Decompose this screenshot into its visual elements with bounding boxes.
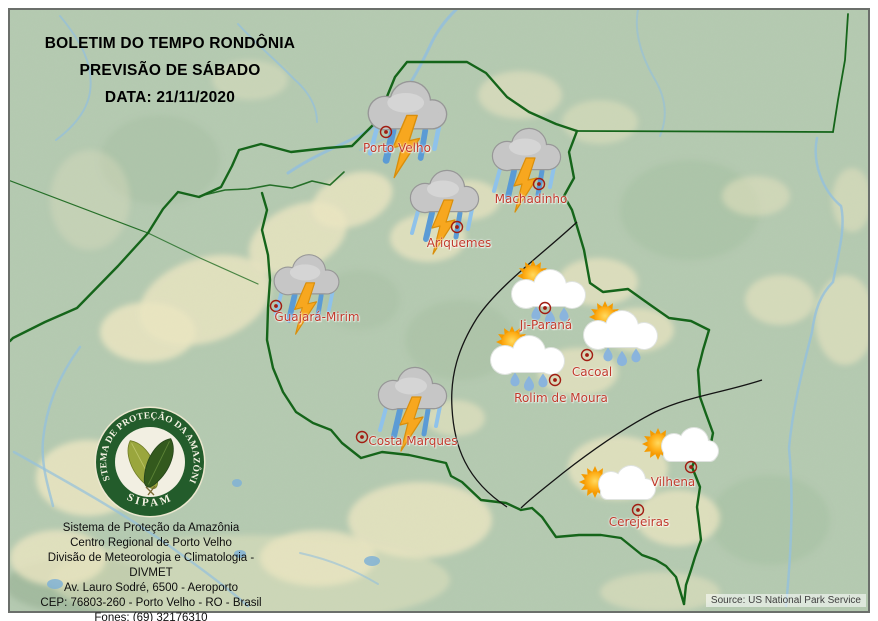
city-marker-ariquemes (450, 220, 464, 234)
bulletin-title-line3: DATA: 21/11/2020 (104, 89, 236, 106)
city-label-ji-parana: Ji-Paraná (519, 318, 573, 332)
city-marker-porto-velho (379, 125, 393, 139)
svg-text:SIPAM: SIPAM (125, 491, 175, 509)
city-label-guajara-mirim: Guajará-Mirim (274, 310, 360, 324)
zone-divider-southeast (520, 379, 763, 509)
city-label-rolim-de-moura: Rolim de Moura (514, 391, 608, 405)
basemap-attribution: Source: US National Park Service (705, 594, 866, 607)
org-info-line: Av. Lauro Sodré, 6500 - Aeroporto (63, 582, 239, 594)
leaves-icon (127, 438, 174, 496)
org-info-line: Fones: (69) 32176310 (94, 612, 208, 621)
state-border (10, 13, 849, 606)
sipam-logo: SISTEMA DE PROTEÇÃO DA AMAZÔNIA SIPAM (94, 406, 206, 518)
map-frame[interactable] (8, 8, 870, 613)
rondonia-map (10, 10, 868, 611)
city-marker-costa-marques (355, 430, 369, 444)
city-label-machadinho: Machadinho (494, 192, 568, 206)
org-info-line: Sistema de Proteção da Amazônia (62, 522, 240, 534)
city-label-vilhena: Vilhena (650, 475, 696, 489)
city-marker-ji-parana (538, 301, 552, 315)
bulletin-title: BOLETIM DO TEMPO RONDÔNIA PREVISÃO DE SÁ… (36, 30, 304, 111)
org-info: Sistema de Proteção da Amazônia Centro R… (27, 521, 275, 621)
bulletin-title-line2: PREVISÃO DE SÁBADO (79, 62, 261, 79)
city-label-cacoal: Cacoal (571, 365, 613, 379)
org-info-line: Divisão de Meteorologia e Climatologia -… (47, 552, 255, 579)
bulletin-title-line1: BOLETIM DO TEMPO RONDÔNIA (44, 35, 296, 52)
city-markers (269, 125, 698, 517)
sipam-logo-acronym: SIPAM (125, 491, 172, 509)
city-marker-rolim-de-moura (548, 373, 562, 387)
org-info-line: CEP: 76803-260 - Porto Velho - RO - Bras… (40, 597, 262, 609)
city-marker-vilhena (684, 460, 698, 474)
city-label-ariquemes: Ariquemes (426, 236, 492, 250)
org-info-line: Centro Regional de Porto Velho (70, 537, 232, 549)
city-marker-cerejeiras (631, 503, 645, 517)
city-marker-guajara-mirim (269, 299, 283, 313)
city-marker-cacoal (580, 348, 594, 362)
city-label-costa-marques: Costa Marques (368, 434, 458, 448)
city-label-cerejeiras: Cerejeiras (608, 515, 670, 529)
city-label-porto-velho: Porto Velho (363, 141, 431, 155)
city-marker-machadinho (532, 177, 546, 191)
